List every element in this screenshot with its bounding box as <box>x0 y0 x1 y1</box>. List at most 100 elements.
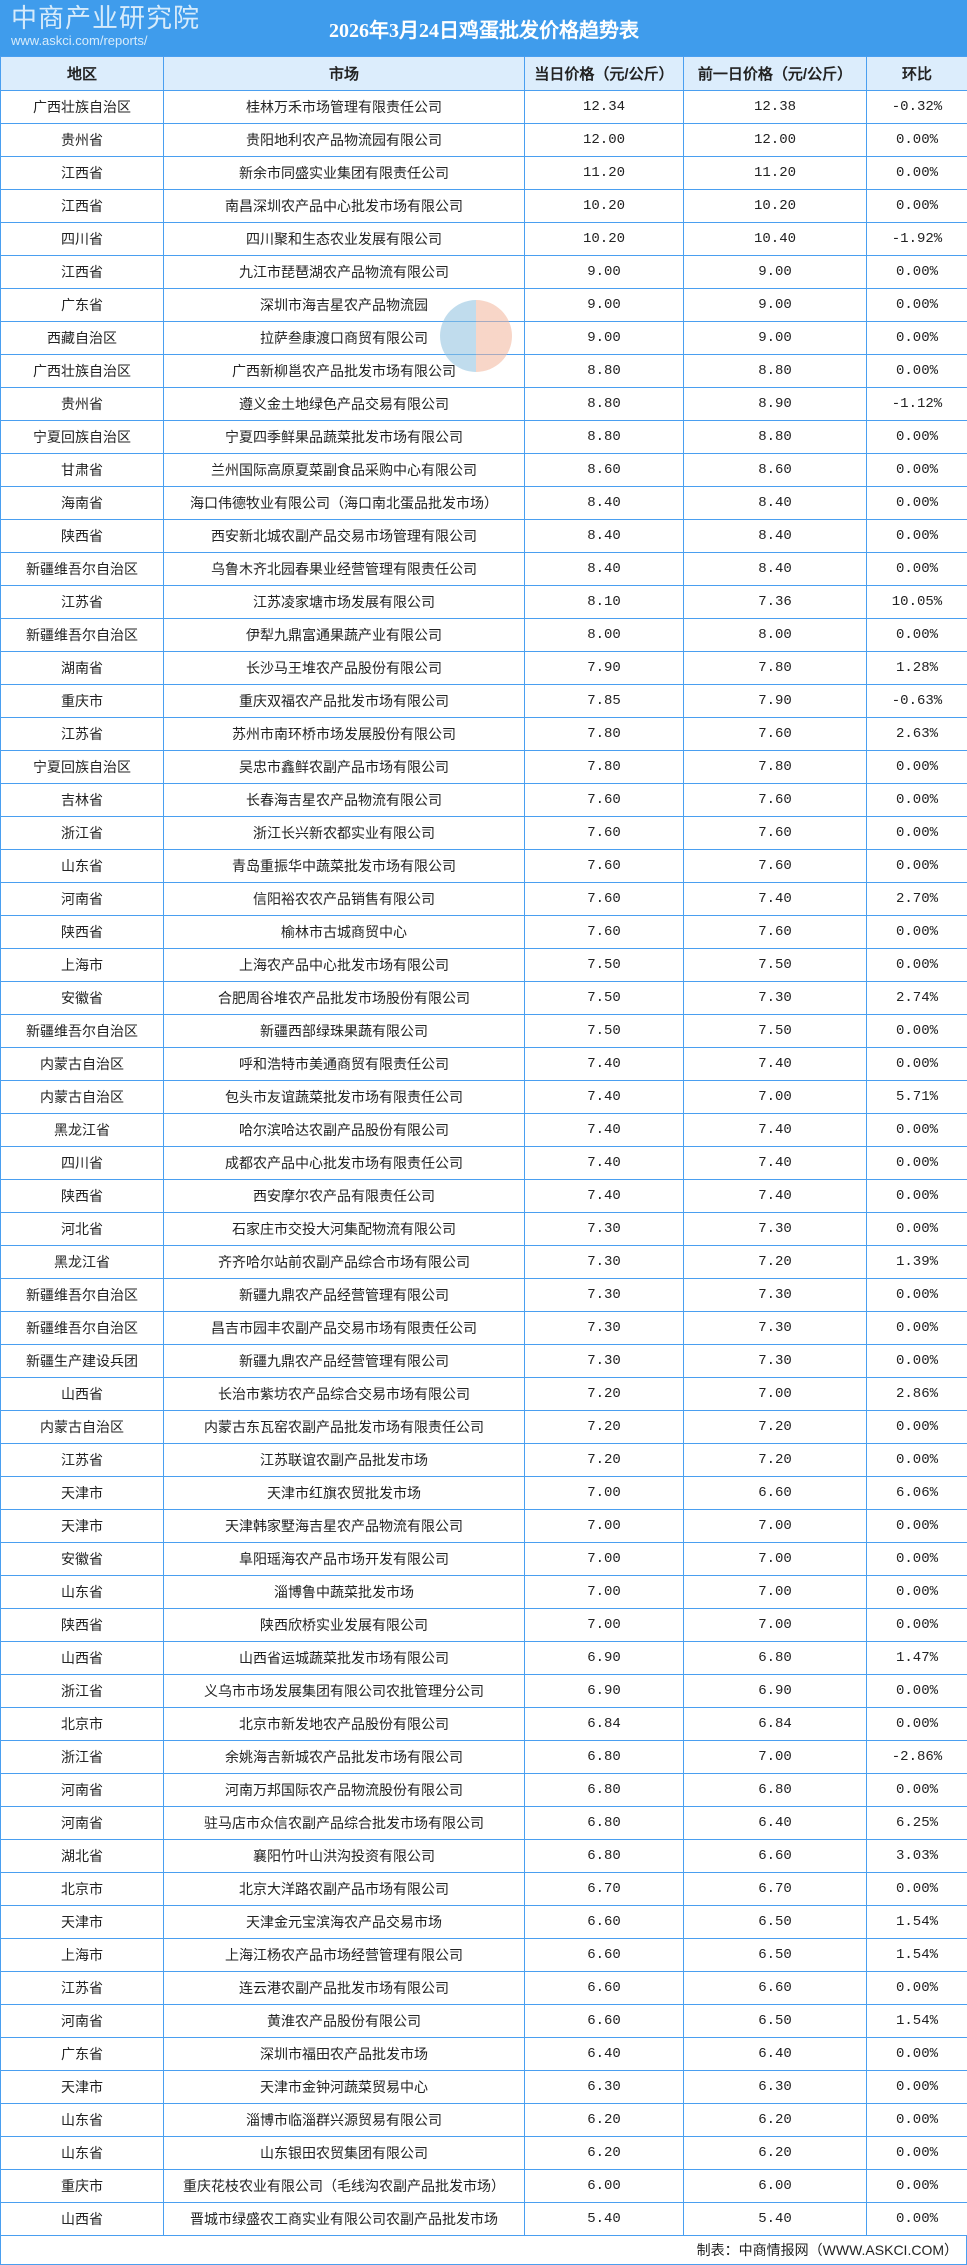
cell-change: 0.00% <box>866 2103 967 2137</box>
cell-region: 浙江省 <box>0 1740 164 1774</box>
cell-today-price: 6.70 <box>524 1872 684 1906</box>
cell-change: -2.86% <box>866 1740 967 1774</box>
cell-region: 宁夏回族自治区 <box>0 750 164 784</box>
cell-region: 天津市 <box>0 2070 164 2104</box>
cell-change: 0.00% <box>866 519 967 553</box>
cell-market: 伊犁九鼎富通果蔬产业有限公司 <box>163 618 525 652</box>
cell-region: 湖南省 <box>0 651 164 685</box>
cell-change: 0.00% <box>866 1410 967 1444</box>
cell-prev-price: 6.20 <box>683 2136 867 2170</box>
cell-region: 四川省 <box>0 1146 164 1180</box>
cell-region: 新疆维吾尔自治区 <box>0 552 164 586</box>
cell-market: 桂林万禾市场管理有限责任公司 <box>163 90 525 124</box>
cell-region: 河南省 <box>0 1806 164 1840</box>
cell-market: 北京市新发地农产品股份有限公司 <box>163 1707 525 1741</box>
table-row: 新疆维吾尔自治区 伊犁九鼎富通果蔬产业有限公司 8.00 8.00 0.00% <box>0 618 967 652</box>
cell-region: 山东省 <box>0 2103 164 2137</box>
cell-today-price: 6.80 <box>524 1806 684 1840</box>
cell-change: 0.00% <box>866 2136 967 2170</box>
cell-prev-price: 7.80 <box>683 750 867 784</box>
cell-region: 陕西省 <box>0 1179 164 1213</box>
table-row: 新疆维吾尔自治区 新疆九鼎农产品经营管理有限公司 7.30 7.30 0.00% <box>0 1278 967 1312</box>
cell-market: 深圳市海吉星农产品物流园 <box>163 288 525 322</box>
cell-change: 6.25% <box>866 1806 967 1840</box>
cell-region: 新疆维吾尔自治区 <box>0 1014 164 1048</box>
cell-change: 0.00% <box>866 552 967 586</box>
watermark-url: www.askci.com/reports/ <box>11 32 148 48</box>
table-row: 江苏省 苏州市南环桥市场发展股份有限公司 7.80 7.60 2.63% <box>0 717 967 751</box>
table-row: 江苏省 江苏凌家塘市场发展有限公司 8.10 7.36 10.05% <box>0 585 967 619</box>
cell-prev-price: 9.00 <box>683 255 867 289</box>
cell-today-price: 7.00 <box>524 1608 684 1642</box>
table-row: 广西壮族自治区 广西新柳邕农产品批发市场有限公司 8.80 8.80 0.00% <box>0 354 967 388</box>
cell-today-price: 7.60 <box>524 849 684 883</box>
cell-region: 天津市 <box>0 1905 164 1939</box>
cell-today-price: 8.80 <box>524 420 684 454</box>
cell-market: 天津市金钟河蔬菜贸易中心 <box>163 2070 525 2104</box>
cell-region: 江苏省 <box>0 1443 164 1477</box>
cell-prev-price: 7.00 <box>683 1080 867 1114</box>
table-row: 河南省 河南万邦国际农产品物流股份有限公司 6.80 6.80 0.00% <box>0 1773 967 1807</box>
table-row: 贵州省 贵阳地利农产品物流园有限公司 12.00 12.00 0.00% <box>0 123 967 157</box>
cell-prev-price: 5.40 <box>683 2202 867 2236</box>
cell-change: 0.00% <box>866 123 967 157</box>
cell-market: 新疆九鼎农产品经营管理有限公司 <box>163 1344 525 1378</box>
cell-today-price: 6.80 <box>524 1773 684 1807</box>
table-row: 宁夏回族自治区 宁夏四季鲜果品蔬菜批发市场有限公司 8.80 8.80 0.00% <box>0 420 967 454</box>
cell-market: 深圳市福田农产品批发市场 <box>163 2037 525 2071</box>
cell-change: 2.86% <box>866 1377 967 1411</box>
cell-market: 晋城市绿盛农工商实业有限公司农副产品批发市场 <box>163 2202 525 2236</box>
table-row: 海南省 海口伟德牧业有限公司（海口南北蛋品批发市场） 8.40 8.40 0.00% <box>0 486 967 520</box>
header-market: 市场 <box>163 56 525 91</box>
cell-today-price: 7.30 <box>524 1278 684 1312</box>
cell-market: 乌鲁木齐北园春果业经营管理有限责任公司 <box>163 552 525 586</box>
cell-market: 江苏联谊农副产品批发市场 <box>163 1443 525 1477</box>
cell-region: 山西省 <box>0 1641 164 1675</box>
cell-region: 山东省 <box>0 849 164 883</box>
cell-region: 江西省 <box>0 255 164 289</box>
cell-change: 1.39% <box>866 1245 967 1279</box>
cell-market: 四川聚和生态农业发展有限公司 <box>163 222 525 256</box>
table-row: 北京市 北京市新发地农产品股份有限公司 6.84 6.84 0.00% <box>0 1707 967 1741</box>
cell-market: 成都农产品中心批发市场有限责任公司 <box>163 1146 525 1180</box>
cell-prev-price: 11.20 <box>683 156 867 190</box>
cell-prev-price: 7.80 <box>683 651 867 685</box>
table-row: 江西省 南昌深圳农产品中心批发市场有限公司 10.20 10.20 0.00% <box>0 189 967 223</box>
cell-today-price: 8.40 <box>524 519 684 553</box>
cell-change: 10.05% <box>866 585 967 619</box>
cell-market: 宁夏四季鲜果品蔬菜批发市场有限公司 <box>163 420 525 454</box>
cell-today-price: 7.00 <box>524 1509 684 1543</box>
cell-region: 内蒙古自治区 <box>0 1410 164 1444</box>
table-row: 陕西省 西安摩尔农产品有限责任公司 7.40 7.40 0.00% <box>0 1179 967 1213</box>
cell-today-price: 6.00 <box>524 2169 684 2203</box>
cell-change: 0.00% <box>866 156 967 190</box>
cell-market: 天津金元宝滨海农产品交易市场 <box>163 1905 525 1939</box>
table-row: 浙江省 义乌市市场发展集团有限公司农批管理分公司 6.90 6.90 0.00% <box>0 1674 967 1708</box>
table-row: 江西省 新余市同盛实业集团有限责任公司 11.20 11.20 0.00% <box>0 156 967 190</box>
cell-prev-price: 7.00 <box>683 1575 867 1609</box>
cell-today-price: 8.40 <box>524 486 684 520</box>
cell-today-price: 12.34 <box>524 90 684 124</box>
cell-prev-price: 7.60 <box>683 915 867 949</box>
table-row: 黑龙江省 哈尔滨哈达农副产品股份有限公司 7.40 7.40 0.00% <box>0 1113 967 1147</box>
cell-change: 0.00% <box>866 1344 967 1378</box>
table-title-bar: 2026年3月24日鸡蛋批发价格趋势表 中商产业研究院 www.askci.co… <box>0 0 967 56</box>
cell-market: 包头市友谊蔬菜批发市场有限责任公司 <box>163 1080 525 1114</box>
table-row: 河南省 信阳裕农农产品销售有限公司 7.60 7.40 2.70% <box>0 882 967 916</box>
cell-change: 0.00% <box>866 189 967 223</box>
cell-market: 河南万邦国际农产品物流股份有限公司 <box>163 1773 525 1807</box>
cell-prev-price: 7.40 <box>683 1179 867 1213</box>
cell-today-price: 7.90 <box>524 651 684 685</box>
cell-change: 0.00% <box>866 453 967 487</box>
cell-change: 1.54% <box>866 1905 967 1939</box>
cell-change: 0.00% <box>866 1179 967 1213</box>
cell-market: 九江市琵琶湖农产品物流有限公司 <box>163 255 525 289</box>
cell-market: 重庆花枝农业有限公司（毛线沟农副产品批发市场） <box>163 2169 525 2203</box>
cell-region: 四川省 <box>0 222 164 256</box>
table-row: 四川省 成都农产品中心批发市场有限责任公司 7.40 7.40 0.00% <box>0 1146 967 1180</box>
cell-market: 信阳裕农农产品销售有限公司 <box>163 882 525 916</box>
cell-region: 重庆市 <box>0 2169 164 2203</box>
table-row: 内蒙古自治区 包头市友谊蔬菜批发市场有限责任公司 7.40 7.00 5.71% <box>0 1080 967 1114</box>
cell-today-price: 7.80 <box>524 717 684 751</box>
cell-change: 0.00% <box>866 354 967 388</box>
